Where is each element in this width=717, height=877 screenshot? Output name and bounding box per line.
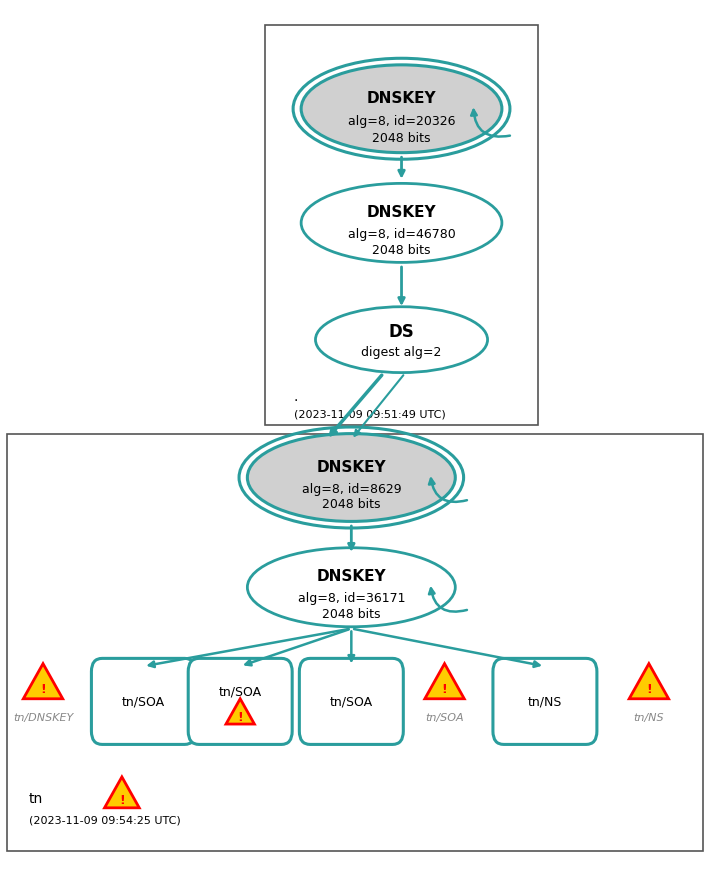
Text: alg=8, id=46780: alg=8, id=46780 (348, 228, 455, 240)
Text: 2048 bits: 2048 bits (372, 244, 431, 256)
Text: 2048 bits: 2048 bits (322, 498, 381, 510)
Text: tn: tn (29, 791, 43, 805)
Text: alg=8, id=36171: alg=8, id=36171 (298, 592, 405, 604)
Text: !: ! (237, 710, 243, 724)
Text: digest alg=2: digest alg=2 (361, 346, 442, 358)
Text: !: ! (40, 682, 46, 695)
Ellipse shape (247, 548, 455, 627)
Ellipse shape (247, 434, 455, 522)
Text: !: ! (119, 793, 125, 806)
Ellipse shape (301, 184, 502, 263)
Text: 2048 bits: 2048 bits (322, 608, 381, 620)
Text: DNSKEY: DNSKEY (366, 204, 437, 220)
FancyBboxPatch shape (7, 434, 703, 851)
Text: DS: DS (389, 323, 414, 340)
Text: DNSKEY: DNSKEY (366, 90, 437, 106)
Text: tn/DNSKEY: tn/DNSKEY (13, 712, 73, 723)
Text: (2023-11-09 09:54:25 UTC): (2023-11-09 09:54:25 UTC) (29, 815, 181, 825)
Text: tn/SOA: tn/SOA (219, 685, 262, 697)
Text: DNSKEY: DNSKEY (316, 459, 386, 474)
FancyBboxPatch shape (493, 659, 597, 745)
Text: DNSKEY: DNSKEY (316, 568, 386, 584)
Text: !: ! (646, 682, 652, 695)
Text: 2048 bits: 2048 bits (372, 132, 431, 145)
Text: alg=8, id=20326: alg=8, id=20326 (348, 115, 455, 127)
Polygon shape (630, 664, 668, 699)
Polygon shape (23, 664, 63, 699)
FancyBboxPatch shape (92, 659, 195, 745)
Text: .: . (294, 389, 298, 403)
Text: tn/SOA: tn/SOA (330, 695, 373, 708)
Polygon shape (424, 664, 465, 699)
Text: tn/SOA: tn/SOA (122, 695, 165, 708)
Text: tn/SOA: tn/SOA (425, 712, 464, 723)
Ellipse shape (301, 66, 502, 153)
Text: alg=8, id=8629: alg=8, id=8629 (302, 482, 401, 495)
FancyBboxPatch shape (299, 659, 403, 745)
Text: !: ! (442, 682, 447, 695)
Polygon shape (105, 777, 139, 808)
Ellipse shape (315, 308, 488, 374)
Text: tn/NS: tn/NS (528, 695, 562, 708)
FancyBboxPatch shape (265, 26, 538, 425)
Text: (2023-11-09 09:51:49 UTC): (2023-11-09 09:51:49 UTC) (294, 409, 446, 419)
Polygon shape (226, 699, 255, 724)
Text: tn/NS: tn/NS (634, 712, 664, 723)
FancyBboxPatch shape (188, 659, 293, 745)
